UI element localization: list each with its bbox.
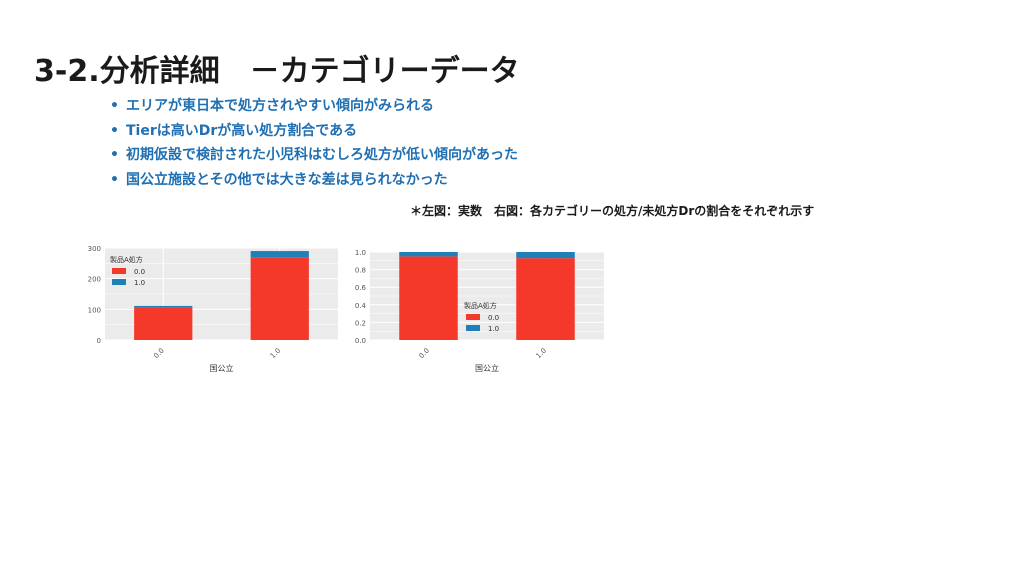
- finding-text: 国公立施設とその他では大きな差は見られなかった: [126, 171, 448, 188]
- finding-item: • 国公立施設とその他では大きな差は見られなかった: [110, 168, 518, 193]
- finding-text: 初期仮設で検討された小児科はむしろ処方が低い傾向があった: [126, 147, 518, 163]
- legend-swatch: [112, 279, 126, 285]
- page-title: 3-2.分析詳細 －カテゴリーデータ: [34, 54, 520, 89]
- chart-legend: 製品A処方 0.0 1.0: [464, 301, 499, 333]
- y-tick-label: 0.8: [355, 267, 366, 275]
- finding-text: Tierは高いDrが高い処方割合である: [126, 122, 358, 139]
- legend-label: 0.0: [488, 314, 499, 322]
- x-tick-label: 0.0: [152, 347, 166, 361]
- x-axis-label: 国公立: [475, 363, 499, 373]
- bullet-dot: •: [110, 147, 119, 163]
- findings-list: • エリアが東日本で処方されやすい傾向がみられる • Tierは高いDrが高い処方割…: [110, 94, 518, 192]
- bullet-dot: •: [110, 171, 119, 188]
- y-tick-label: 0.4: [355, 302, 367, 310]
- y-tick-label: 0: [97, 337, 101, 345]
- y-tick-label: 0.2: [355, 319, 366, 327]
- y-tick-label: 0.6: [355, 284, 367, 292]
- count-stacked-bar-chart: 0 100 200 300 0.0 1.0 国公立 製品A処方 0.0 1.0: [88, 245, 338, 373]
- y-tick-label: 100: [88, 306, 101, 314]
- bar-segment: [399, 256, 458, 340]
- finding-item: • Tierは高いDrが高い処方割合である: [110, 119, 518, 144]
- chart-note: ＊左図：実数 右図：各カテゴリーの処方/未処方Drの割合をそれぞれ示す: [410, 204, 815, 218]
- x-tick-label: 1.0: [269, 347, 283, 361]
- bar-segment: [250, 257, 309, 340]
- y-tick-label: 1.0: [355, 249, 366, 257]
- bullet-dot: •: [110, 122, 119, 139]
- finding-item: • 初期仮設で検討された小児科はむしろ処方が低い傾向があった: [110, 143, 518, 168]
- ratio-stacked-bar-chart: 0.0 0.2 0.4 0.6 0.8 1.0 0.0 1.0 国公立 製品A処方 0.0 1.0: [355, 249, 604, 373]
- y-tick-label: 300: [88, 245, 101, 253]
- finding-item: • エリアが東日本で処方されやすい傾向がみられる: [110, 94, 518, 119]
- finding-text: エリアが東日本で処方されやすい傾向がみられる: [126, 98, 434, 114]
- legend-swatch: [112, 268, 126, 274]
- legend-swatch: [466, 325, 480, 331]
- x-tick-label: 0.0: [418, 347, 432, 361]
- legend-label: 1.0: [488, 325, 499, 333]
- y-tick-label: 0.0: [355, 337, 366, 345]
- bar-segment: [516, 252, 575, 259]
- legend-swatch: [466, 314, 480, 320]
- legend-title: 製品A処方: [464, 301, 497, 310]
- y-tick-label: 200: [88, 276, 101, 284]
- bar-segment: [134, 305, 193, 308]
- x-axis-label: 国公立: [210, 363, 234, 373]
- bar-segment: [134, 307, 193, 340]
- legend-label: 0.0: [134, 268, 145, 276]
- chart-legend: 製品A処方 0.0 1.0: [110, 255, 145, 287]
- bar-segment: [516, 258, 575, 340]
- bar-segment: [399, 252, 458, 257]
- bar-segment: [250, 251, 309, 258]
- bullet-dot: •: [110, 98, 119, 114]
- x-tick-label: 1.0: [535, 347, 549, 361]
- legend-title: 製品A処方: [110, 255, 143, 264]
- legend-label: 1.0: [134, 279, 145, 287]
